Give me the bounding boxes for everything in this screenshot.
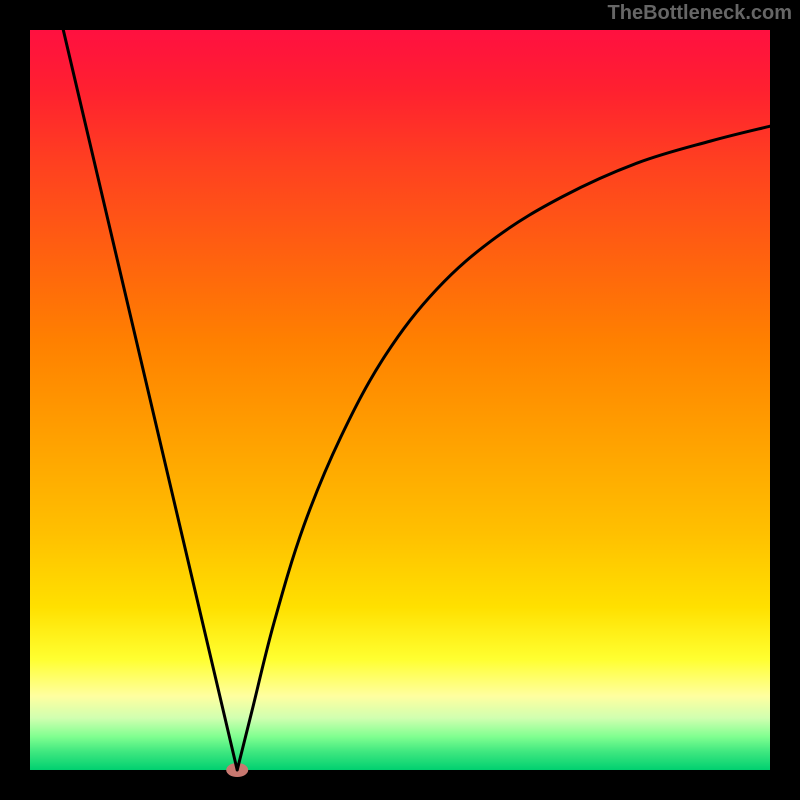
- chart-container: TheBottleneck.com: [0, 0, 800, 800]
- watermark-text: TheBottleneck.com: [608, 2, 792, 25]
- chart-svg: [0, 0, 800, 800]
